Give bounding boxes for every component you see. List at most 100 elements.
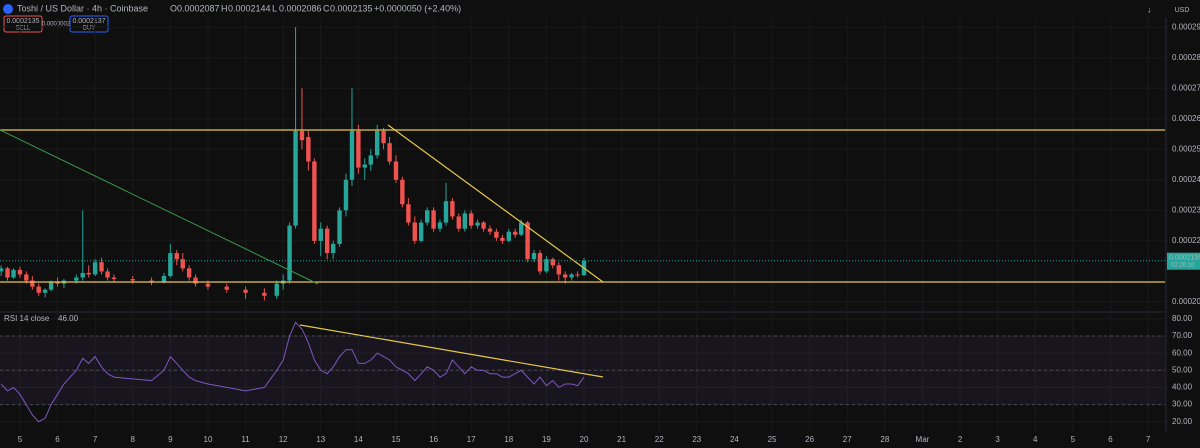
- x-tick-label: 5: [18, 435, 23, 444]
- candle-body: [406, 204, 411, 223]
- candle-body: [205, 283, 211, 287]
- candle-body: [42, 289, 48, 293]
- bar-countdown: 02:26:10: [1171, 262, 1195, 268]
- candle-body: [512, 231, 518, 235]
- candle-body: [324, 228, 330, 254]
- candle-body: [343, 179, 349, 211]
- candle-body: [105, 271, 110, 278]
- candle-body: [393, 161, 399, 180]
- ohlc-value: 0.0002087: [177, 3, 220, 13]
- x-tick-label: 17: [467, 435, 476, 444]
- x-tick-label: 15: [392, 435, 401, 444]
- x-tick-label: 21: [617, 435, 626, 444]
- candle-body: [494, 231, 499, 238]
- candle-body: [130, 279, 135, 281]
- ohlc-value: 0.0002144: [228, 3, 271, 13]
- rsi-trendline[interactable]: [299, 324, 604, 378]
- candle-body: [111, 277, 117, 280]
- y-tick-label: 20.00: [1172, 417, 1193, 426]
- x-tick-label: 18: [504, 435, 513, 444]
- candle-body: [36, 286, 41, 293]
- x-tick-label: 27: [843, 435, 852, 444]
- candle-body: [531, 253, 537, 260]
- candle-body: [48, 282, 54, 290]
- y-tick-label: 0.0002200: [1172, 236, 1200, 245]
- x-tick-label: 13: [316, 435, 325, 444]
- candle-body: [537, 253, 543, 272]
- candle-body: [17, 269, 23, 275]
- x-tick-label: 7: [93, 435, 98, 444]
- buy-price: 0.0002137: [72, 18, 105, 25]
- candle-body: [99, 262, 104, 272]
- candle-body: [193, 277, 198, 284]
- x-tick-label: 6: [55, 435, 60, 444]
- descending-trendline[interactable]: [387, 124, 604, 283]
- spread: 0.0000002: [42, 22, 71, 28]
- x-tick-label: 8: [131, 435, 136, 444]
- sell-label: SELL: [16, 26, 31, 32]
- candle-body: [387, 143, 392, 162]
- x-tick-label: 11: [241, 435, 250, 444]
- y-tick-label: 0.0002800: [1172, 53, 1200, 62]
- symbol-title[interactable]: Toshi / US Dollar · 4h · Coinbase: [17, 3, 148, 13]
- candle-body: [80, 272, 85, 278]
- green-trendline[interactable]: [0, 129, 319, 285]
- currency[interactable]: USD: [1175, 7, 1190, 14]
- candle-body: [262, 292, 267, 296]
- download-icon[interactable]: ↓: [1147, 4, 1152, 14]
- candle-body: [30, 280, 35, 287]
- candle-body: [443, 201, 449, 223]
- candle-body: [86, 272, 91, 275]
- y-tick-label: 0.0002900: [1172, 22, 1200, 31]
- candle-body: [243, 289, 248, 293]
- candle-body: [550, 259, 555, 266]
- candle-body: [168, 253, 173, 276]
- last-price-label: 0.0002135: [1169, 255, 1200, 262]
- candle-body: [186, 268, 192, 278]
- sell-price: 0.0002135: [6, 18, 39, 25]
- candle-body: [525, 222, 530, 260]
- candle-body: [356, 130, 361, 168]
- ohlc-key: O: [170, 3, 177, 13]
- candle-body: [487, 228, 493, 232]
- x-tick-label: 16: [429, 435, 438, 444]
- candle-body: [400, 179, 405, 205]
- candle-body: [544, 259, 549, 272]
- y-tick-label: 0.0002400: [1172, 175, 1200, 184]
- candle-body: [362, 164, 367, 168]
- sell-button[interactable]: [3, 15, 43, 33]
- y-tick-label: 0.0002500: [1172, 144, 1200, 153]
- candle-body: [500, 237, 505, 241]
- candle-body: [0, 268, 4, 272]
- x-tick-label: 3: [995, 435, 1000, 444]
- x-tick-label: 19: [542, 435, 551, 444]
- x-tick-label: 2: [958, 435, 963, 444]
- axes: 0.0002000 0.0002200 0.0002300 0.0002400 0.00…: [0, 22, 1200, 444]
- drawings: [0, 124, 1165, 378]
- candle-body: [575, 274, 580, 276]
- buy-button[interactable]: [69, 15, 109, 33]
- candle-body: [468, 213, 474, 226]
- candle-body: [174, 253, 179, 260]
- candle-body: [381, 130, 386, 144]
- y-tick-label: 0.0002700: [1172, 83, 1200, 92]
- rsi-line: [0, 321, 585, 423]
- candle-body: [161, 275, 167, 283]
- candle-body: [374, 130, 380, 156]
- ohlc-key: H: [221, 3, 228, 13]
- x-tick-label: 23: [692, 435, 701, 444]
- x-tick-label: 26: [805, 435, 814, 444]
- candle-body: [431, 210, 436, 229]
- x-tick-label: 20: [580, 435, 589, 444]
- y-tick-label: 80.00: [1172, 314, 1193, 323]
- candle-body: [519, 222, 524, 235]
- ohlc-key: L: [272, 3, 277, 13]
- candle-body: [330, 243, 336, 254]
- x-tick-label: Mar: [916, 435, 930, 444]
- y-tick-label: 0.0002600: [1172, 114, 1200, 123]
- candle-body: [563, 274, 568, 278]
- grid: [0, 18, 1165, 432]
- x-tick-label: 9: [168, 435, 173, 444]
